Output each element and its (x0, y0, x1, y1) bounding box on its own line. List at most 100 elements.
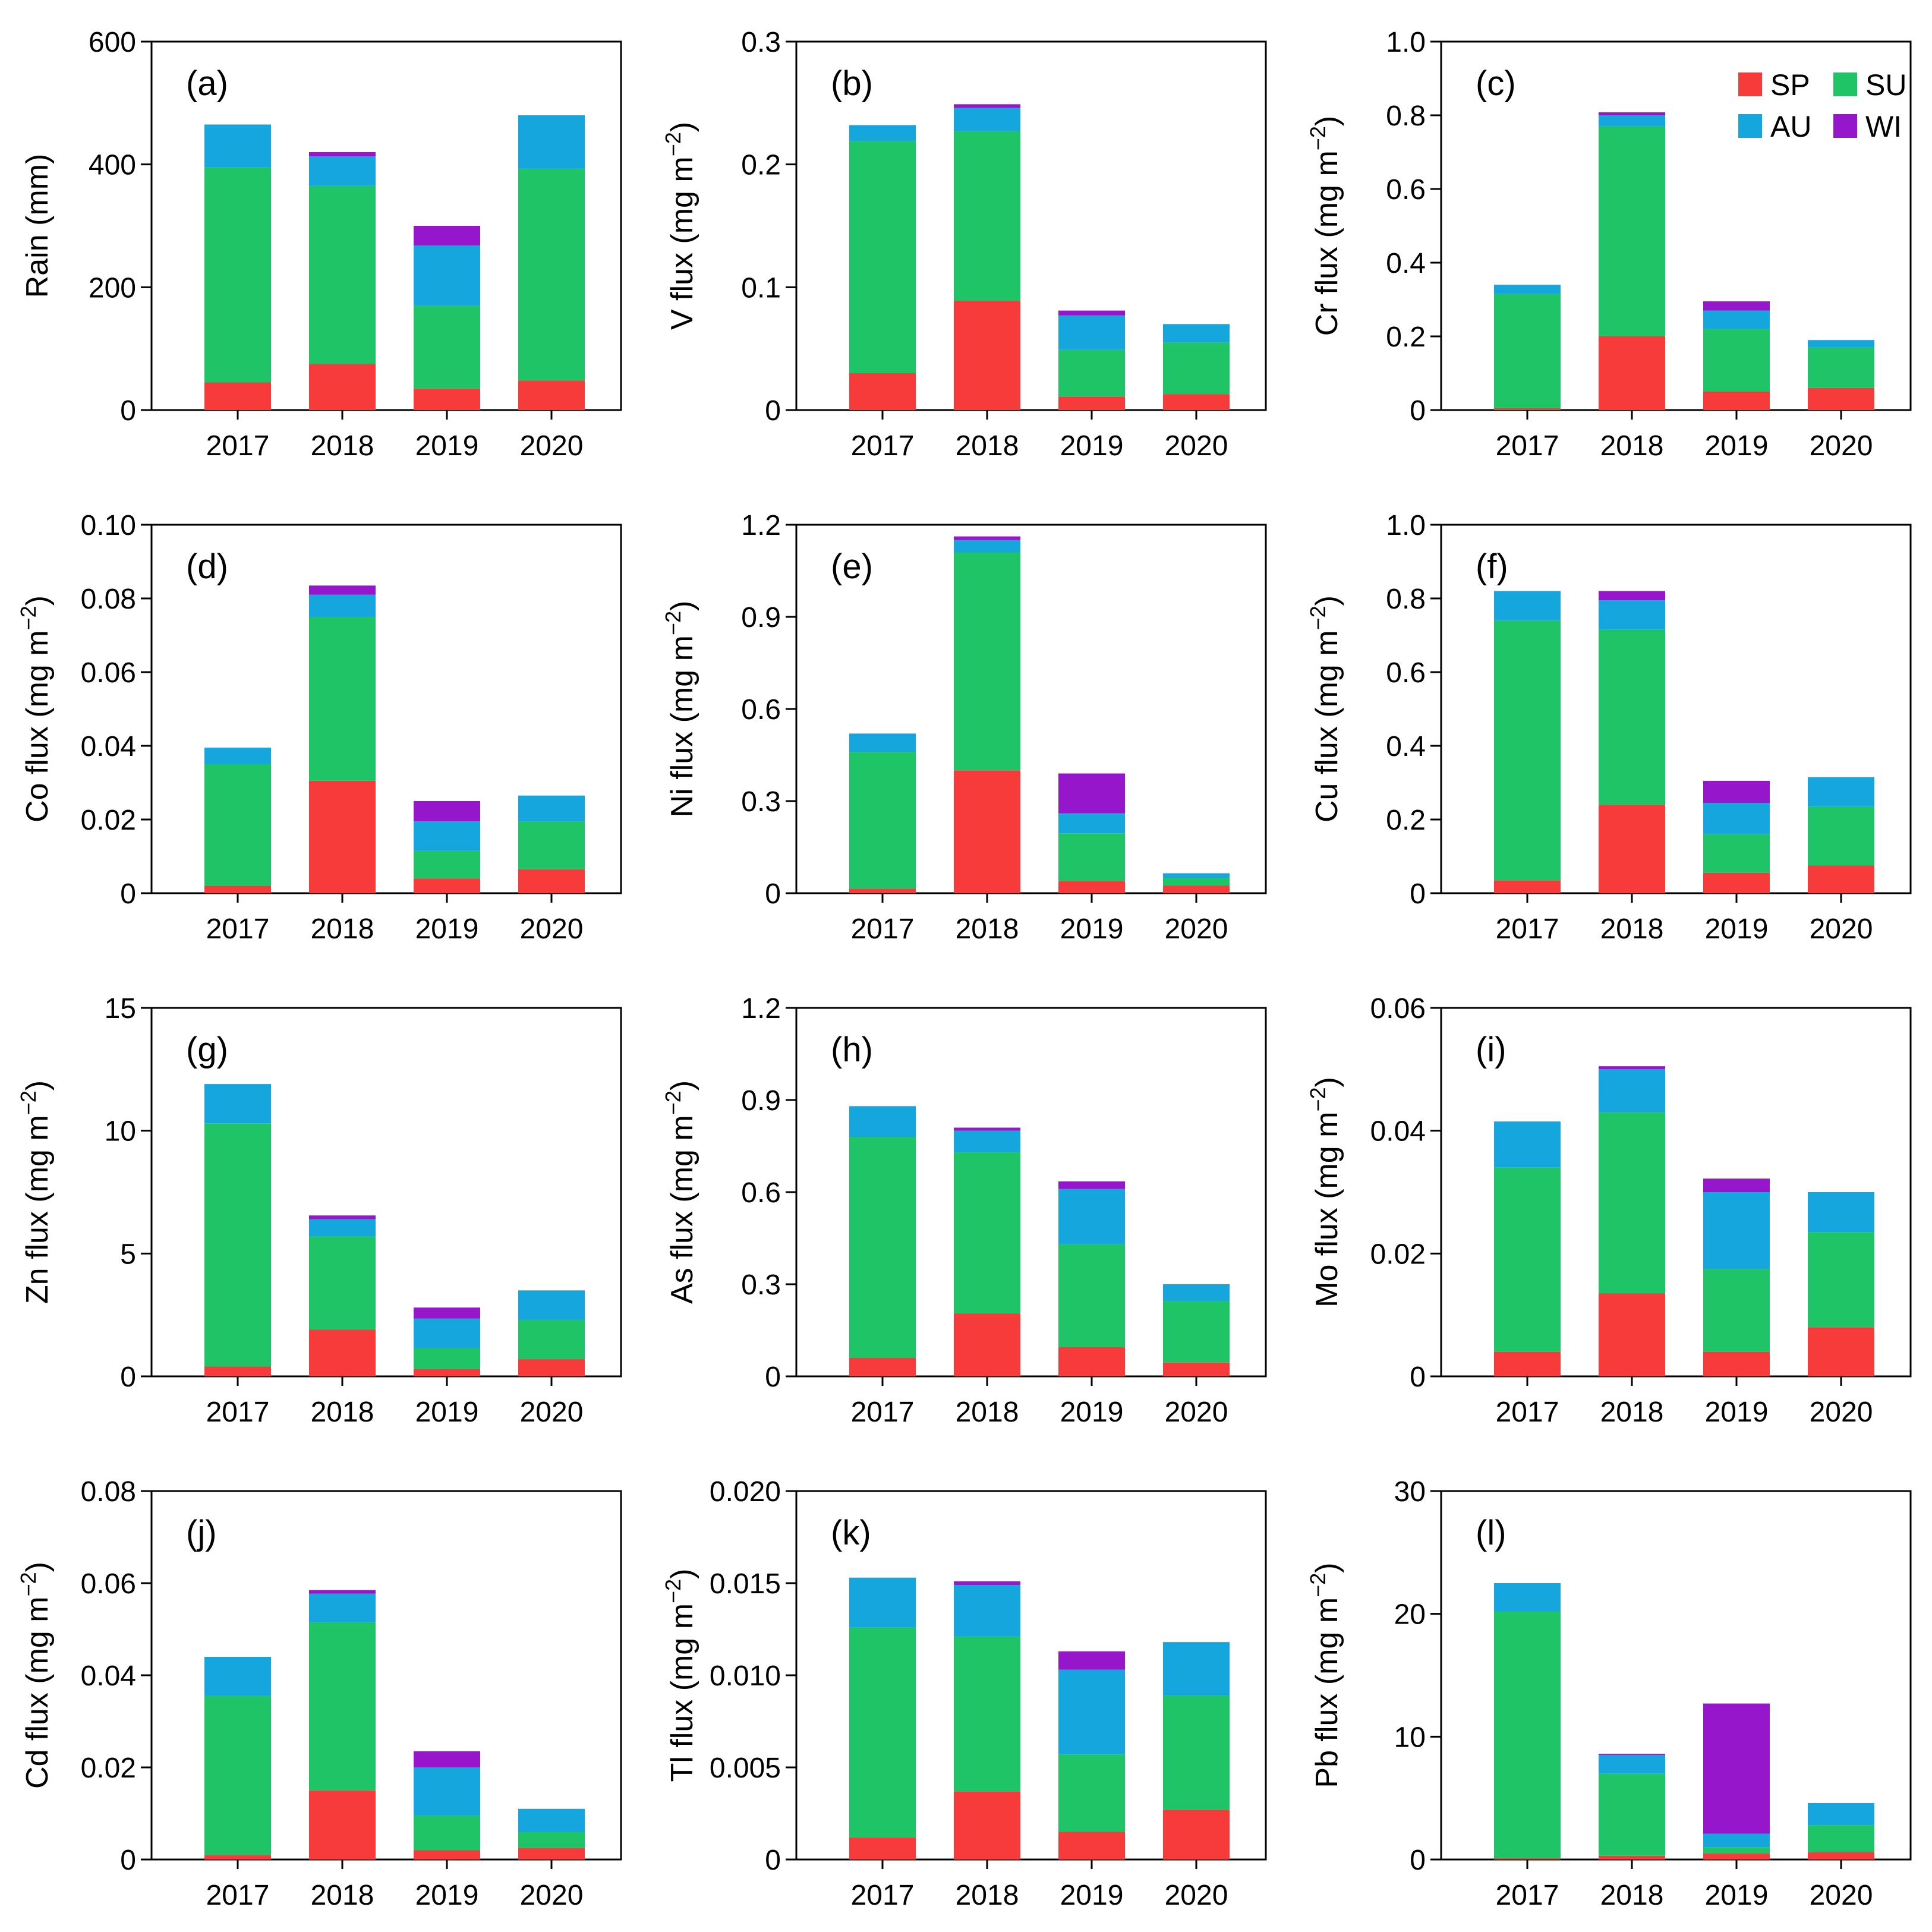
bar-su-2019 (1058, 833, 1125, 881)
bar-au-2020 (518, 1290, 585, 1320)
x-tick-label: 2018 (956, 1880, 1019, 1911)
y-tick-label: 0 (1410, 1845, 1426, 1876)
x-tick-label: 2018 (311, 430, 374, 462)
bar-sp-2018 (309, 1790, 376, 1859)
y-tick-label: 0.4 (1386, 731, 1426, 762)
bar-wi-2019 (414, 1751, 480, 1767)
bar-au-2019 (1058, 1189, 1125, 1244)
bar-sp-2017 (1494, 1858, 1561, 1859)
bar-au-2017 (204, 748, 271, 764)
bar-su-2019 (414, 305, 480, 389)
bar-wi-2019 (1703, 780, 1770, 803)
y-tick-label: 0.8 (1386, 100, 1426, 132)
x-tick-label: 2017 (1496, 1397, 1559, 1428)
bar-su-2018 (1599, 1773, 1665, 1856)
y-tick-label: 1.2 (741, 993, 781, 1025)
y-tick-label: 0.06 (81, 657, 136, 689)
bar-sp-2020 (1163, 885, 1230, 893)
bar-su-2020 (1163, 878, 1230, 886)
x-tick-label: 2018 (311, 913, 374, 945)
bar-au-2020 (1163, 324, 1230, 343)
bar-wi-2019 (1703, 301, 1770, 311)
x-tick-label: 2019 (1060, 430, 1124, 462)
x-tick-label: 2020 (1810, 1880, 1873, 1911)
x-tick-label: 2020 (1165, 913, 1228, 945)
x-tick-label: 2019 (1705, 1880, 1769, 1911)
y-axis-title: Cd flux (mg m−2) (16, 1562, 55, 1789)
x-tick-label: 2018 (1600, 430, 1664, 462)
y-tick-label: 0 (765, 1361, 781, 1393)
x-tick-label: 2017 (851, 913, 915, 945)
bar-su-2017 (1494, 1611, 1561, 1858)
bar-su-2019 (1703, 1847, 1770, 1854)
bar-wi-2019 (1058, 1651, 1125, 1670)
y-tick-label: 0.02 (1370, 1238, 1426, 1270)
bar-au-2018 (309, 156, 376, 186)
y-tick-label: 0.6 (1386, 174, 1426, 206)
bar-au-2020 (518, 795, 585, 822)
panel-label: (i) (1476, 1030, 1506, 1069)
bar-su-2019 (1058, 349, 1125, 397)
bar-sp-2018 (954, 770, 1020, 893)
y-axis-title: Tl flux (mg m−2) (661, 1569, 699, 1782)
bar-wi-2019 (1703, 1178, 1770, 1192)
bar-su-2020 (1808, 1825, 1874, 1852)
bar-sp-2020 (518, 869, 585, 893)
y-tick-label: 600 (89, 27, 136, 58)
x-tick-label: 2017 (1496, 913, 1559, 945)
y-tick-label: 0.06 (81, 1568, 136, 1600)
y-axis-title-exponent: −2 (661, 611, 685, 635)
bar-wi-2018 (1599, 112, 1665, 115)
y-tick-label: 0.1 (741, 272, 781, 304)
panel-label: (a) (186, 64, 228, 103)
panel-label: (j) (186, 1514, 217, 1552)
bar-su-2019 (1058, 1754, 1125, 1832)
bar-au-2018 (309, 594, 376, 617)
plot-frame (1440, 40, 1912, 411)
bar-sp-2019 (414, 388, 480, 410)
bar-su-2019 (414, 850, 480, 879)
y-axis-title-text: Cr flux (mg m (1310, 150, 1344, 336)
bar-au-2017 (1494, 1121, 1561, 1168)
x-tick-label: 2020 (520, 913, 584, 945)
bar-su-2018 (954, 552, 1020, 771)
bar-wi-2019 (414, 226, 480, 246)
x-tick-label: 2018 (1600, 1880, 1664, 1911)
y-tick-label: 0.02 (81, 1753, 136, 1784)
y-tick-label: 0.6 (741, 1177, 781, 1209)
x-tick-label: 2018 (311, 1397, 374, 1428)
bar-sp-2020 (518, 380, 585, 410)
bar-au-2018 (954, 108, 1020, 131)
y-tick-label: 0 (765, 878, 781, 910)
bar-au-2020 (1163, 1642, 1230, 1696)
bar-au-2020 (518, 1808, 585, 1832)
y-tick-label: 0.6 (741, 694, 781, 726)
bar-au-2018 (1599, 1755, 1665, 1774)
y-tick-label: 0 (120, 395, 136, 427)
chart-panel-h: 2017 2018 2019 2020 0 0.3 0.6 0.9 1.2 (h) As flux … (661, 993, 1267, 1428)
x-tick-label: 2017 (1496, 430, 1559, 462)
panel-label: (d) (186, 547, 228, 586)
bar-su-2019 (1703, 1269, 1770, 1352)
y-axis-title-text: Pb flux (mg m (1310, 1597, 1344, 1788)
bar-wi-2018 (309, 1590, 376, 1594)
bar-su-2020 (1808, 1232, 1874, 1328)
bar-sp-2018 (309, 1329, 376, 1376)
bar-wi-2018 (1599, 1066, 1665, 1070)
bar-au-2018 (309, 1219, 376, 1237)
bar-sp-2020 (1808, 387, 1874, 410)
bar-su-2018 (954, 1152, 1020, 1314)
bar-au-2018 (1599, 1069, 1665, 1112)
bar-wi-2018 (309, 585, 376, 595)
bar-sp-2017 (849, 373, 916, 410)
x-tick-label: 2017 (851, 1397, 915, 1428)
legend: SP SU AU WI (1738, 68, 1906, 143)
bar-sp-2019 (1703, 1853, 1770, 1859)
y-axis-title-exponent: −2 (16, 606, 40, 630)
x-tick-label: 2019 (415, 1880, 479, 1911)
bar-au-2019 (1058, 813, 1125, 834)
bar-au-2018 (309, 1593, 376, 1622)
y-tick-label: 0.015 (710, 1568, 781, 1600)
y-tick-label: 0.9 (741, 602, 781, 634)
x-tick-label: 2020 (520, 1397, 584, 1428)
